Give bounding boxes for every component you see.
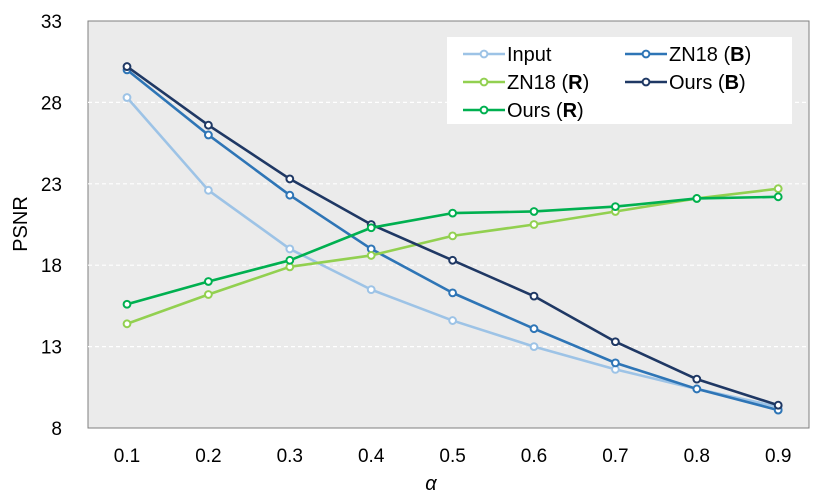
data-point [529,342,539,352]
legend-entry: ZN18 (R) [463,72,589,94]
legend-entry: Ours (R) [463,100,584,122]
legend-swatch-marker [479,49,489,59]
legend-entry: Input [463,44,552,66]
legend-label: ZN18 (R) [507,72,589,94]
data-point [448,255,458,265]
data-point [692,384,702,394]
series-input [122,93,783,412]
data-point [773,192,783,202]
x-tick-label: 0.8 [684,446,710,467]
x-tick-label: 0.5 [439,446,465,467]
x-tick-label: 0.7 [602,446,628,467]
data-point [285,244,295,254]
data-point [529,220,539,229]
data-point [204,290,213,299]
legend-swatch-marker [641,49,651,59]
data-point [366,251,376,260]
data-point [773,184,783,194]
legend-entry: Ours (B) [625,72,746,94]
data-point [773,400,783,410]
legend-label: Ours (B) [669,72,746,94]
data-point [285,255,295,265]
y-tick-label: 28 [41,93,62,114]
series-zn18-b [122,65,783,415]
data-point [366,223,376,233]
y-tick-label: 23 [41,175,62,196]
legend-swatch-marker [479,105,489,115]
data-point [611,358,620,368]
data-point [448,231,458,241]
y-tick-label: 13 [41,338,62,359]
data-point [204,120,213,130]
x-tick-labels: 0.1 0.2 0.3 0.4 0.5 0.6 0.7 0.8 0.9 [114,446,792,467]
data-point [611,337,620,347]
data-point [204,277,213,286]
data-point [448,208,458,218]
x-axis-label: α [425,473,437,495]
data-point [122,319,132,329]
x-tick-label: 0.3 [277,446,303,467]
y-axis-label: PSNR [10,196,32,252]
legend-label: ZN18 (B) [669,44,751,66]
x-tick-label: 0.6 [521,446,547,467]
x-tick-label: 0.2 [195,446,221,467]
series-ours-r [122,192,783,309]
legend-entry: ZN18 (B) [625,44,751,66]
y-tick-labels: 8 13 18 23 28 33 [41,12,62,440]
data-point [611,202,620,211]
x-tick-label: 0.9 [765,446,791,467]
x-tick-label: 0.4 [358,446,385,467]
legend-label: Input [507,44,552,66]
data-point [122,93,132,102]
series-ours-b [122,62,783,410]
data-point [692,194,702,203]
data-point [204,130,213,140]
data-point [285,174,295,184]
data-point [529,324,539,334]
y-tick-label: 18 [41,256,62,277]
x-tick-label: 0.1 [114,446,140,467]
legend-swatch-marker [479,77,489,87]
y-tick-label: 33 [41,12,62,33]
y-tick-label: 8 [51,419,62,440]
data-point [204,185,213,195]
data-point [692,374,702,384]
data-point [366,285,376,295]
series-layer [122,62,783,415]
data-point [529,291,539,301]
data-point [122,299,132,309]
data-point [529,207,539,216]
legend: Input ZN18 (B) ZN18 (R) Ours (B) Ours (R) [447,37,792,124]
data-point [448,316,458,325]
data-point [285,190,295,200]
legend-label: Ours (R) [507,100,584,122]
legend-swatch-marker [641,77,651,87]
data-point [448,288,458,298]
data-point [122,62,132,71]
